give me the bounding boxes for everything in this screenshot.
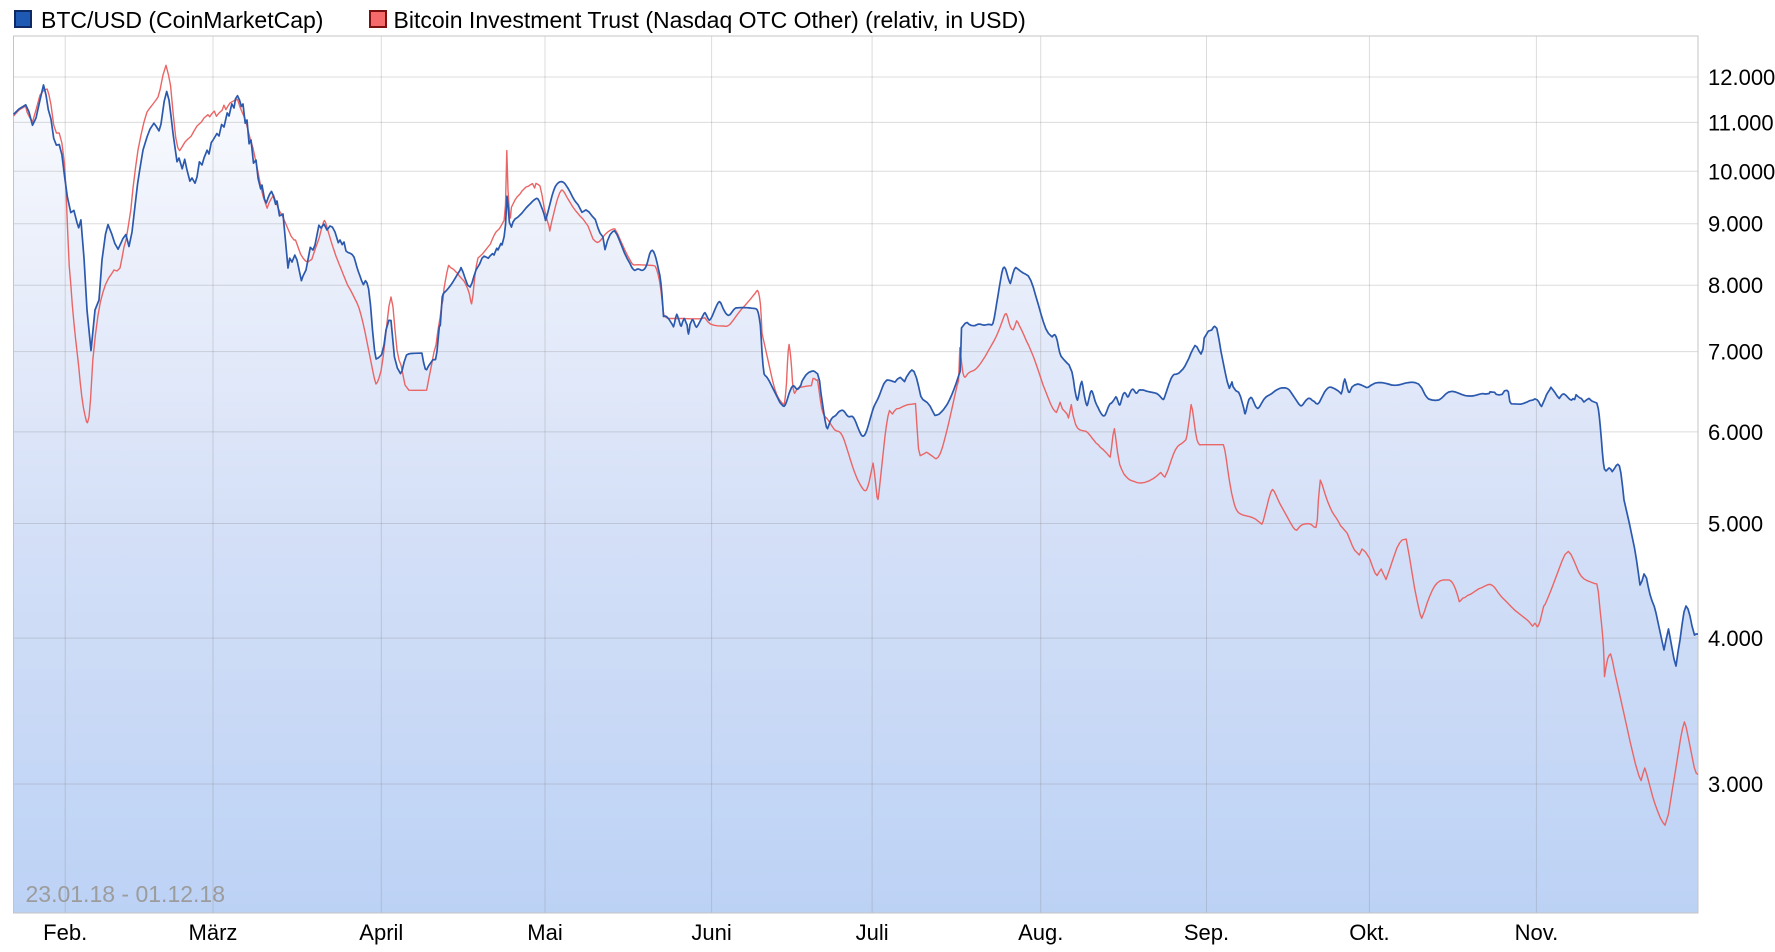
svg-text:Aug.: Aug. bbox=[1018, 920, 1063, 945]
svg-text:Bitcoin Investment Trust (Nasd: Bitcoin Investment Trust (Nasdaq OTC Oth… bbox=[394, 7, 1026, 33]
svg-text:5.000: 5.000 bbox=[1708, 512, 1763, 537]
svg-text:BTC/USD (CoinMarketCap): BTC/USD (CoinMarketCap) bbox=[41, 7, 323, 33]
svg-text:Juli: Juli bbox=[856, 920, 889, 945]
svg-text:Sep.: Sep. bbox=[1184, 920, 1229, 945]
svg-text:7.000: 7.000 bbox=[1708, 340, 1763, 365]
svg-text:4.000: 4.000 bbox=[1708, 626, 1763, 651]
svg-text:Okt.: Okt. bbox=[1349, 920, 1389, 945]
svg-text:11.000: 11.000 bbox=[1708, 110, 1774, 135]
svg-text:3.000: 3.000 bbox=[1708, 772, 1763, 797]
svg-text:8.000: 8.000 bbox=[1708, 273, 1763, 298]
svg-text:9.000: 9.000 bbox=[1708, 212, 1763, 237]
svg-text:Nov.: Nov. bbox=[1515, 920, 1559, 945]
svg-text:April: April bbox=[359, 920, 403, 945]
svg-text:10.000: 10.000 bbox=[1708, 159, 1775, 184]
svg-text:23.01.18 - 01.12.18: 23.01.18 - 01.12.18 bbox=[26, 881, 226, 907]
svg-text:6.000: 6.000 bbox=[1708, 420, 1763, 445]
svg-text:März: März bbox=[189, 920, 238, 945]
svg-text:Feb.: Feb. bbox=[43, 920, 87, 945]
svg-text:Mai: Mai bbox=[527, 920, 562, 945]
svg-text:Juni: Juni bbox=[691, 920, 731, 945]
svg-text:12.000: 12.000 bbox=[1708, 65, 1775, 90]
